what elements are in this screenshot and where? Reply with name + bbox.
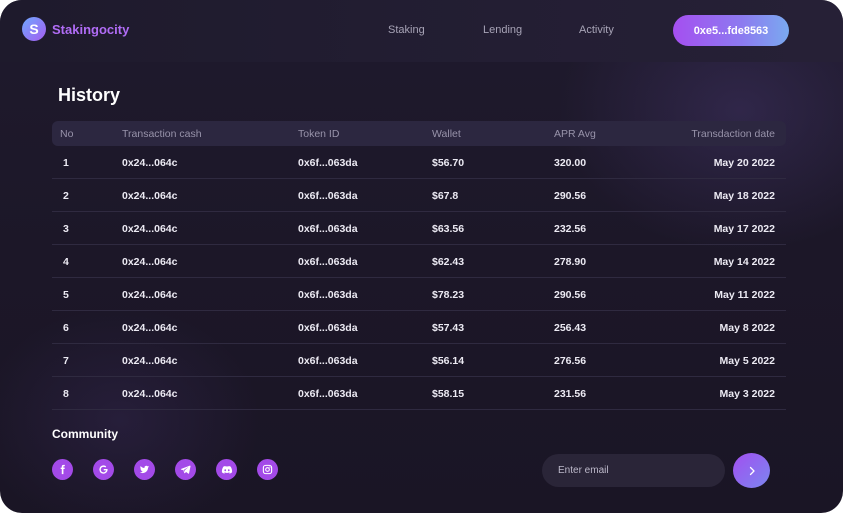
column-header-transaction-date: Transdaction date <box>691 128 775 140</box>
cell-transaction-cash: 0x24...064c <box>122 289 178 301</box>
cell-date: May 17 2022 <box>713 223 775 235</box>
cell-no: 4 <box>63 256 69 268</box>
table-row[interactable]: 5 0x24...064c 0x6f...063da $78.23 290.56… <box>52 278 786 311</box>
cell-transaction-cash: 0x24...064c <box>122 223 178 235</box>
cell-no: 7 <box>63 355 69 367</box>
cell-apr-avg: 232.56 <box>554 223 587 235</box>
cell-transaction-cash: 0x24...064c <box>122 355 178 367</box>
cell-apr-avg: 290.56 <box>554 289 587 301</box>
cell-date: May 8 2022 <box>719 322 775 334</box>
cell-date: May 18 2022 <box>713 190 775 202</box>
cell-date: May 5 2022 <box>719 355 775 367</box>
subscribe-button[interactable] <box>733 453 770 488</box>
column-header-transaction-cash: Transaction cash <box>122 128 202 140</box>
cell-apr-avg: 256.43 <box>554 322 587 334</box>
nav-item-activity[interactable]: Activity <box>579 24 614 36</box>
chevron-right-icon <box>749 466 755 475</box>
cell-apr-avg: 276.56 <box>554 355 587 367</box>
cell-wallet: $62.43 <box>432 256 465 268</box>
cell-transaction-cash: 0x24...064c <box>122 190 178 202</box>
cell-token-id: 0x6f...063da <box>298 223 358 235</box>
main-nav: Staking Lending Activity <box>0 24 843 40</box>
facebook-icon[interactable] <box>52 459 73 480</box>
cell-token-id: 0x6f...063da <box>298 190 358 202</box>
cell-transaction-cash: 0x24...064c <box>122 388 178 400</box>
column-header-apr-avg: APR Avg <box>554 128 596 140</box>
cell-transaction-cash: 0x24...064c <box>122 256 178 268</box>
cell-transaction-cash: 0x24...064c <box>122 322 178 334</box>
brand-logo[interactable]: S Stakingocity <box>22 17 129 41</box>
table-row[interactable]: 8 0x24...064c 0x6f...063da $58.15 231.56… <box>52 377 786 410</box>
instagram-icon[interactable] <box>257 459 278 480</box>
table-row[interactable]: 4 0x24...064c 0x6f...063da $62.43 278.90… <box>52 245 786 278</box>
nav-item-staking[interactable]: Staking <box>388 24 425 36</box>
google-icon[interactable] <box>93 459 114 480</box>
cell-apr-avg: 278.90 <box>554 256 587 268</box>
discord-icon[interactable] <box>216 459 237 480</box>
cell-no: 8 <box>63 388 69 400</box>
email-field[interactable] <box>558 454 718 487</box>
cell-token-id: 0x6f...063da <box>298 289 358 301</box>
column-header-token-id: Token ID <box>298 128 340 140</box>
cell-wallet: $56.70 <box>432 157 465 169</box>
cell-date: May 3 2022 <box>719 388 775 400</box>
email-field-container <box>542 454 725 487</box>
table-header: No Transaction cash Token ID Wallet APR … <box>52 121 786 146</box>
cell-wallet: $57.43 <box>432 322 465 334</box>
nav-item-lending[interactable]: Lending <box>483 24 523 36</box>
cell-apr-avg: 231.56 <box>554 388 587 400</box>
telegram-icon[interactable] <box>175 459 196 480</box>
cell-apr-avg: 290.56 <box>554 190 587 202</box>
cell-no: 2 <box>63 190 69 202</box>
cell-date: May 14 2022 <box>713 256 775 268</box>
table-row[interactable]: 1 0x24...064c 0x6f...063da $56.70 320.00… <box>52 146 786 179</box>
cell-transaction-cash: 0x24...064c <box>122 157 178 169</box>
cell-token-id: 0x6f...063da <box>298 256 358 268</box>
cell-token-id: 0x6f...063da <box>298 157 358 169</box>
brand-name: Stakingocity <box>52 21 130 37</box>
page-title: History <box>58 85 121 105</box>
twitter-icon[interactable] <box>134 459 155 480</box>
community-heading: Community <box>52 427 118 441</box>
cell-no: 5 <box>63 289 69 301</box>
cell-date: May 20 2022 <box>713 157 775 169</box>
table-row[interactable]: 7 0x24...064c 0x6f...063da $56.14 276.56… <box>52 344 786 377</box>
cell-wallet: $67.8 <box>432 190 459 202</box>
table-row[interactable]: 2 0x24...064c 0x6f...063da $67.8 290.56 … <box>52 179 786 212</box>
cell-wallet: $58.15 <box>432 388 465 400</box>
history-table: No Transaction cash Token ID Wallet APR … <box>52 121 786 410</box>
cell-wallet: $78.23 <box>432 289 465 301</box>
cell-wallet: $56.14 <box>432 355 465 367</box>
cell-no: 6 <box>63 322 69 334</box>
cell-token-id: 0x6f...063da <box>298 322 358 334</box>
social-links <box>52 459 292 481</box>
cell-token-id: 0x6f...063da <box>298 355 358 367</box>
cell-no: 3 <box>63 223 69 235</box>
table-row[interactable]: 6 0x24...064c 0x6f...063da $57.43 256.43… <box>52 311 786 344</box>
cell-no: 1 <box>63 157 69 169</box>
column-header-wallet: Wallet <box>432 128 461 140</box>
column-header-no: No <box>60 128 74 140</box>
cell-date: May 11 2022 <box>714 289 775 301</box>
top-bar: S Stakingocity Staking Lending Activity … <box>0 0 843 62</box>
logo-icon: S <box>22 17 46 41</box>
table-row[interactable]: 3 0x24...064c 0x6f...063da $63.56 232.56… <box>52 212 786 245</box>
cell-wallet: $63.56 <box>432 223 465 235</box>
wallet-address-button[interactable]: 0xe5...fde8563 <box>673 15 789 46</box>
cell-apr-avg: 320.00 <box>554 157 587 169</box>
cell-token-id: 0x6f...063da <box>298 388 358 400</box>
